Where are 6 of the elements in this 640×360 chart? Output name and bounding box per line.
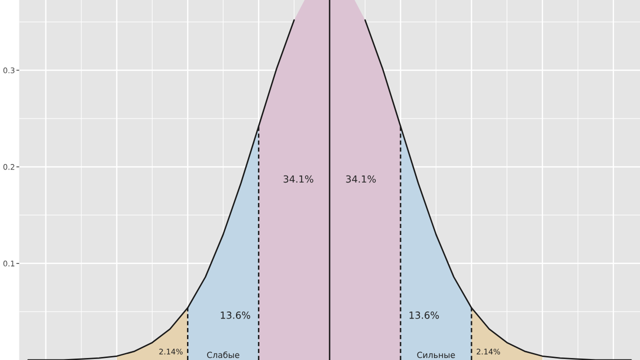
- series-label: 13.6%: [410, 312, 439, 319]
- annotation: Слабые: [207, 351, 240, 358]
- annotation: Сильные: [417, 352, 455, 358]
- series-label: 13.6%: [220, 312, 250, 319]
- series-label: 34.1%: [284, 175, 314, 183]
- series-label: 34.1%: [346, 175, 376, 183]
